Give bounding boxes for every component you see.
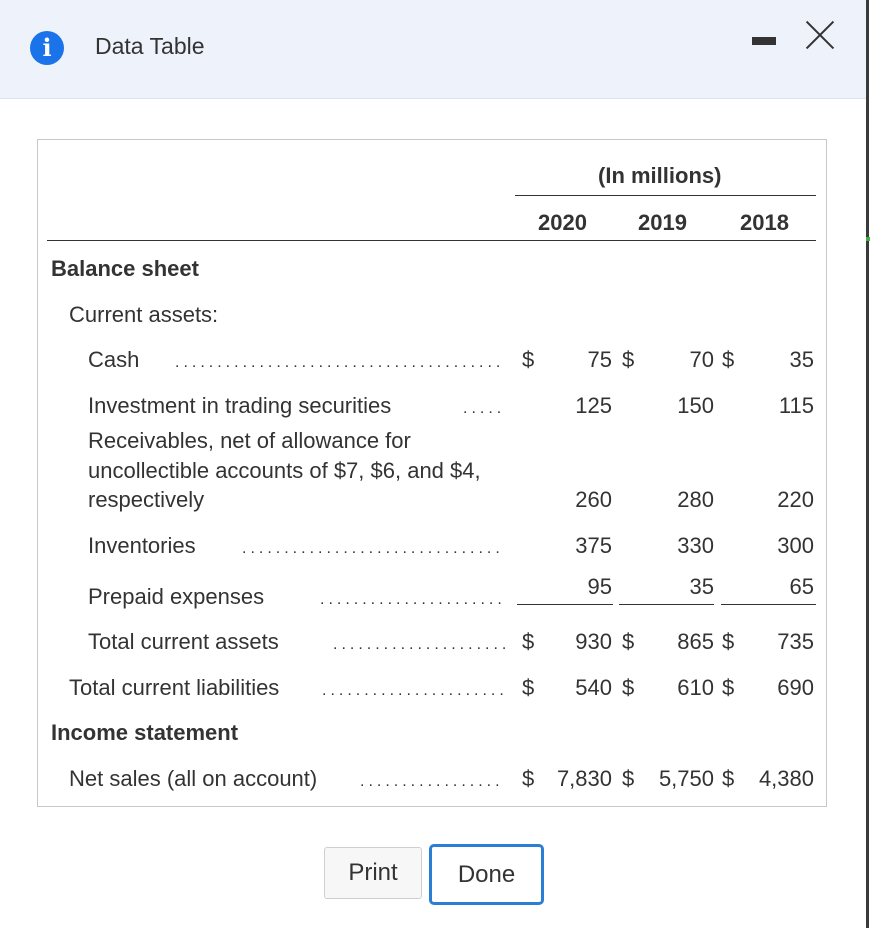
- total-current-liabilities-2020: 540: [575, 675, 612, 700]
- subtotal-rule: [619, 604, 714, 605]
- close-icon[interactable]: [803, 18, 837, 52]
- info-icon: i: [30, 31, 64, 65]
- print-button[interactable]: Print: [324, 847, 422, 899]
- minimize-icon[interactable]: [752, 37, 776, 45]
- dollar-sign: $: [722, 629, 735, 654]
- dollar-sign: $: [622, 347, 635, 372]
- inventories-2020: 375: [575, 533, 612, 558]
- dollar-sign: $: [722, 675, 735, 700]
- cash-2018: 35: [789, 347, 814, 372]
- done-button[interactable]: Done: [429, 844, 544, 905]
- dollar-sign: $: [522, 629, 535, 654]
- row-label-receivables-line2: uncollectible accounts of $7, $6, and $4…: [88, 458, 481, 483]
- row-label-total-current-liabilities: Total current liabilities: [69, 675, 280, 700]
- section-balance-sheet: Balance sheet: [51, 256, 199, 281]
- receivables-2018: 220: [777, 487, 814, 512]
- net-sales-2018: 4,380: [758, 766, 814, 791]
- net-sales-2019: 5,750: [658, 766, 714, 791]
- total-current-assets-2019: 865: [677, 629, 714, 654]
- receivables-2019: 280: [677, 487, 714, 512]
- total-current-liabilities-2019: 610: [677, 675, 714, 700]
- subtotal-rule: [721, 604, 816, 605]
- cash-2020: 75: [587, 347, 612, 372]
- inventories-2019: 330: [677, 533, 714, 558]
- row-label-receivables-line3: respectively: [88, 487, 205, 512]
- year-2020-header: 2020: [538, 210, 587, 235]
- edge-marker: [866, 237, 870, 241]
- receivables-2020: 260: [575, 487, 612, 512]
- leader-dots: ............................: [333, 636, 505, 653]
- row-label-net-sales: Net sales (all on account): [69, 766, 318, 791]
- total-current-assets-2018: 735: [777, 629, 814, 654]
- leader-dots: ........................................…: [175, 354, 505, 371]
- total-current-liabilities-2018: 690: [777, 675, 814, 700]
- header-underline: [47, 240, 816, 241]
- prepaid-2020: 95: [587, 574, 612, 599]
- cash-2019: 70: [689, 347, 714, 372]
- investments-2020: 125: [575, 393, 612, 418]
- prepaid-2019: 35: [689, 574, 714, 599]
- row-label-inventories: Inventories: [88, 533, 196, 558]
- leader-dots: ..........: [463, 400, 505, 417]
- section-current-assets: Current assets:: [69, 302, 219, 327]
- leader-dots: ..............................: [322, 682, 505, 699]
- section-income-statement: Income statement: [51, 720, 239, 745]
- year-2019-header: 2019: [638, 210, 687, 235]
- dialog-title: Data Table: [95, 33, 205, 59]
- investments-2018: 115: [778, 393, 814, 418]
- dialog-header: i Data Table: [0, 0, 866, 99]
- row-label-investments: Investment in trading securities: [88, 393, 392, 418]
- window-edge: [866, 0, 869, 928]
- dollar-sign: $: [622, 675, 635, 700]
- row-label-prepaid: Prepaid expenses: [88, 584, 265, 609]
- dollar-sign: $: [722, 347, 735, 372]
- year-2018-header: 2018: [740, 210, 789, 235]
- dollar-sign: $: [522, 347, 535, 372]
- dollar-sign: $: [622, 629, 635, 654]
- investments-2019: 150: [677, 393, 714, 418]
- inventories-2018: 300: [777, 533, 814, 558]
- row-label-cash: Cash: [88, 347, 140, 372]
- subtotal-rule: [517, 604, 613, 605]
- dollar-sign: $: [522, 675, 535, 700]
- units-label: (In millions): [598, 163, 722, 188]
- row-label-receivables-line1: Receivables, net of allowance for: [88, 428, 411, 453]
- dollar-sign: $: [722, 766, 735, 791]
- dollar-sign: $: [522, 766, 535, 791]
- data-table: [37, 139, 827, 807]
- total-current-assets-2020: 930: [575, 629, 612, 654]
- net-sales-2020: 7,830: [556, 766, 612, 791]
- leader-dots: ..............................: [320, 591, 505, 608]
- leader-dots: ........................: [360, 773, 505, 790]
- leader-dots: ........................................…: [242, 540, 505, 557]
- prepaid-2018: 65: [789, 574, 814, 599]
- dollar-sign: $: [622, 766, 635, 791]
- units-underline: [515, 195, 816, 196]
- row-label-total-current-assets: Total current assets: [88, 629, 279, 654]
